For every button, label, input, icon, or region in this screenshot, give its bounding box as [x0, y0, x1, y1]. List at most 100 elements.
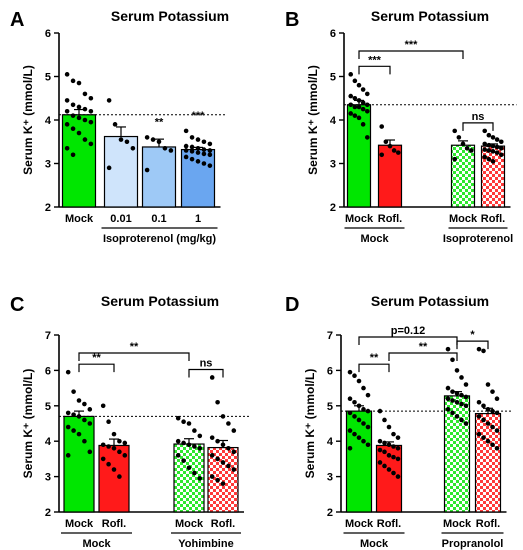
data-point: [352, 78, 358, 84]
significance-label: ns: [472, 111, 485, 123]
data-point: [352, 414, 357, 419]
y-tick-label: 6: [327, 365, 333, 377]
data-point: [445, 385, 451, 391]
data-point: [348, 93, 354, 99]
x-tick-label: 1: [195, 213, 201, 225]
data-point: [207, 141, 213, 147]
data-point: [201, 151, 207, 157]
data-point: [118, 137, 124, 142]
data-point: [391, 454, 396, 460]
data-point: [391, 431, 396, 437]
data-point: [88, 109, 94, 114]
bar: [141, 146, 177, 208]
bar: [63, 415, 95, 513]
data-point: [112, 122, 118, 127]
data-point: [490, 442, 495, 448]
data-point: [490, 159, 496, 164]
group-label: Yohimbine: [178, 538, 233, 550]
bar: [207, 446, 239, 513]
y-tick-label: 2: [327, 507, 333, 519]
x-tick-label: 0.1: [151, 213, 166, 225]
data-point: [352, 399, 357, 405]
data-point: [382, 440, 387, 446]
data-point: [482, 147, 488, 152]
data-point: [445, 407, 451, 412]
data-point: [183, 143, 189, 149]
data-point: [189, 144, 195, 150]
data-point: [486, 148, 492, 153]
y-tick-label: 3: [327, 472, 333, 484]
data-point: [76, 115, 82, 121]
data-point: [70, 113, 76, 118]
data-point: [106, 165, 112, 171]
data-point: [220, 481, 226, 486]
data-point: [463, 382, 469, 387]
panel-b: B Serum Potassium 2 3 4 5 6 Serum K⁺ (mmol/L) Mo…: [285, 8, 517, 245]
data-point: [71, 412, 76, 417]
data-point: [490, 408, 495, 414]
group-label: Mock: [360, 538, 389, 550]
data-point: [64, 98, 70, 103]
data-point: [195, 137, 201, 142]
data-point: [209, 375, 215, 380]
data-point: [395, 150, 401, 155]
data-point: [220, 414, 226, 419]
data-point: [209, 453, 215, 458]
data-point: [82, 137, 88, 142]
data-point: [498, 145, 504, 151]
data-point: [387, 143, 393, 149]
data-point: [175, 438, 181, 444]
data-point: [482, 154, 488, 160]
data-point: [111, 445, 117, 451]
panel-a: A Serum Potassium 2 3 4 5 6 Serum K⁺ (mmol/L) Mo…: [10, 8, 229, 245]
data-point: [201, 147, 207, 152]
data-point: [379, 124, 385, 129]
y-tick-label: 7: [327, 330, 333, 342]
data-point: [186, 465, 192, 471]
data-point: [460, 141, 466, 147]
data-point: [348, 102, 354, 108]
data-point: [352, 95, 358, 101]
data-point: [445, 346, 451, 352]
data-point: [197, 445, 203, 451]
chart-title: Serum Potassium: [371, 8, 489, 24]
y-tick-label: 7: [45, 330, 51, 342]
data-point: [454, 391, 460, 396]
data-point: [356, 104, 362, 110]
y-tick-label: 3: [45, 159, 51, 171]
data-point: [379, 152, 385, 158]
data-point: [454, 414, 460, 419]
data-point: [117, 449, 122, 455]
data-point: [207, 152, 213, 158]
data-point: [186, 421, 192, 426]
significance-bracket: [78, 363, 115, 373]
x-tick-label: Rofl.: [476, 518, 500, 530]
data-point: [207, 163, 213, 168]
data-point: [100, 456, 106, 462]
data-point: [197, 476, 203, 481]
data-point: [445, 396, 451, 402]
data-point: [476, 346, 482, 352]
data-point: [76, 130, 82, 136]
data-point: [130, 145, 136, 151]
significance-label: **: [155, 116, 164, 128]
x-tick-label: Mock: [443, 518, 472, 530]
data-point: [70, 78, 76, 84]
data-point: [382, 449, 387, 455]
data-point: [361, 421, 366, 426]
data-point: [87, 449, 93, 455]
data-point: [207, 148, 213, 153]
data-point: [490, 143, 496, 149]
data-point: [494, 396, 500, 402]
data-point: [168, 148, 174, 153]
data-point: [360, 87, 366, 92]
data-point: [197, 433, 203, 439]
data-point: [365, 424, 371, 430]
data-point: [348, 72, 354, 77]
bar: [180, 148, 216, 208]
data-point: [486, 132, 492, 138]
significance-label: **: [419, 341, 428, 353]
data-point: [454, 368, 460, 373]
data-point: [144, 167, 150, 173]
significance-bracket: [388, 352, 458, 361]
